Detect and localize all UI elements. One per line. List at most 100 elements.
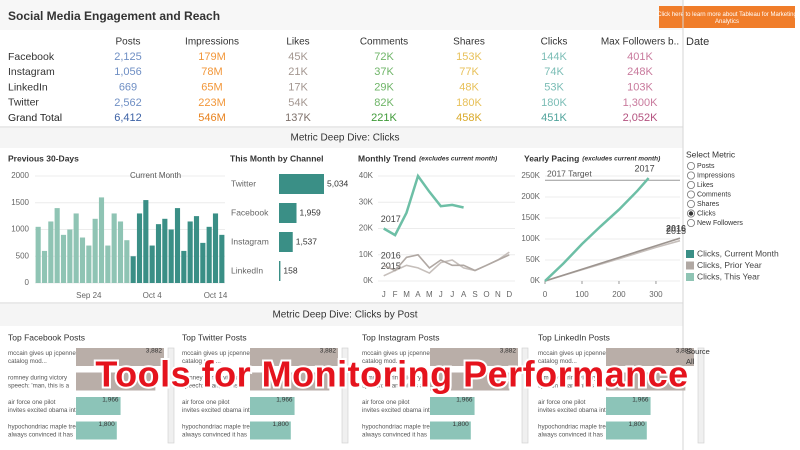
bar [117,221,124,283]
y-tick-label: 0 [25,278,30,287]
y-tick-label: 200K [521,192,540,201]
series-line [544,177,650,282]
row-label: Instagram [8,66,55,78]
post-text: air force one pilot invites excited obama… [538,399,610,414]
bar [174,208,181,283]
bar [111,213,117,283]
category-label: Instagram [231,236,269,246]
radio-button[interactable] [687,218,696,227]
bar [206,226,212,283]
radio-button[interactable] [687,171,696,180]
table-cell: 180K [541,97,567,109]
y-tick-label: 20K [359,224,374,233]
radio-label[interactable]: Likes [697,182,714,189]
scrollbar[interactable] [521,347,529,444]
section-title: Metric Deep Dive: Clicks by Post [272,310,417,321]
table-cell: 451K [541,112,567,124]
post-text: romney during victory speech: 'man, this … [182,374,244,389]
column-header: Likes [286,37,309,48]
bar [73,213,79,283]
legend-swatch [686,250,694,258]
promo-button-text[interactable]: Click here to learn more about Tableau f… [657,12,797,25]
bar [606,421,647,440]
bar [35,226,41,283]
x-tick-label: Sep 24 [76,291,102,300]
radio-label[interactable]: Comments [697,191,731,198]
bar [67,229,73,283]
table-cell: 1,056 [114,66,142,78]
title-bar [0,0,683,30]
x-tick-label: Oct 14 [204,291,228,300]
bar [48,221,54,283]
bar [279,261,281,281]
table-cell: 2,562 [114,97,142,109]
value-label: 3,882 [500,348,517,355]
column-header: Max Followers b.. [601,37,679,48]
table-cell: 17K [288,82,308,94]
table-cell: 48K [459,82,479,94]
radio-button[interactable] [687,190,696,199]
bar [200,242,206,283]
post-text: mccain gives up jcpenney catalog mod... [362,350,434,365]
series-line [383,173,464,237]
table-cell: 21K [288,66,308,78]
bar [54,208,60,283]
radio-button[interactable] [687,161,696,170]
section-bar [0,128,683,148]
bar [76,421,117,440]
bar [250,348,338,366]
value-label: 5,034 [327,178,349,188]
y-tick-label: 150K [521,213,540,222]
x-tick-label: J [450,290,454,299]
target-label: 2017 Target [547,168,592,178]
bar [155,224,162,283]
series-line [383,253,510,272]
post-text: air force one pilot invites excited obama… [182,399,254,414]
radio-button[interactable] [687,180,696,189]
post-text: air force one pilot invites excited obama… [362,399,434,414]
series-label: 2017 [381,214,401,224]
bar [41,250,48,283]
y-tick-label: 10K [359,250,374,259]
bar [430,372,510,391]
post-text: mccain gives up jcpenney catalog mod... [538,350,610,365]
series-label: 2015 [666,226,686,236]
legend-swatch [686,273,694,281]
table-cell: 248K [627,66,653,78]
bar [430,397,475,415]
series-line [544,237,681,282]
scrollbar[interactable] [341,347,349,444]
table-cell: 669 [119,82,137,94]
post-text: hypochondriac maple tree always convinced… [8,423,80,438]
row-label: Grand Total [8,112,62,124]
x-tick-label: M [403,290,410,299]
scrollbar[interactable] [167,347,175,444]
radio-label[interactable]: Posts [697,163,715,170]
radio-button[interactable] [687,199,696,208]
bar [143,200,149,283]
table-cell: 2,052K [623,112,659,124]
value-label: 1,537 [296,236,318,246]
table-cell: 458K [456,112,482,124]
radio-label[interactable]: Shares [697,201,720,208]
series-label: 2016 [666,224,686,234]
promo-button[interactable] [659,6,795,28]
table-cell: 29K [374,82,394,94]
radio-label[interactable]: Clicks [697,210,716,217]
x-tick-label: D [506,290,512,299]
table-cell: 1,300K [623,97,659,109]
value-label: 1,966 [632,397,649,404]
post-text: romney during victory speech: 'man, this … [362,374,424,389]
value-label: 1,966 [102,397,119,404]
radio-label[interactable]: New Followers [697,220,743,227]
y-tick-label: 500 [16,251,30,260]
table-cell: 179M [198,51,226,63]
dashboard-title: Social Media Engagement and Reach [8,9,220,23]
table-cell: 45K [288,51,308,63]
scrollbar[interactable] [697,347,705,444]
table-cell: 137K [285,112,311,124]
radio-label[interactable]: Impressions [697,172,735,179]
section-title: Metric Deep Dive: Clicks [291,133,400,144]
chart-title: Yearly Pacing [524,153,579,163]
